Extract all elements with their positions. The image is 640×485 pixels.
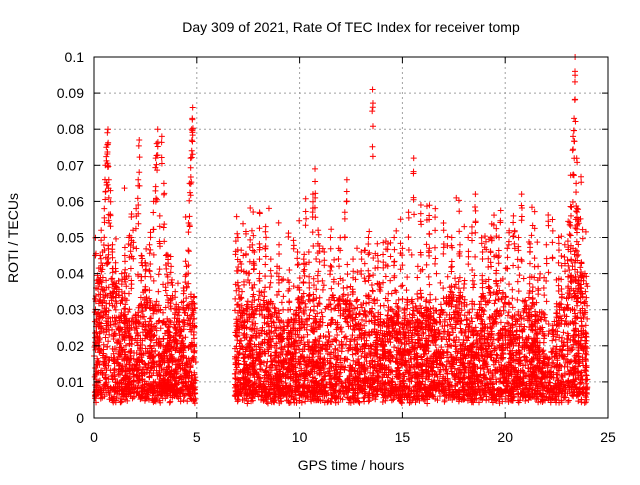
data-point: [368, 309, 374, 315]
data-point: [325, 329, 331, 335]
data-point: [543, 318, 549, 324]
data-point: [462, 278, 468, 284]
data-point: [393, 228, 399, 234]
data-point: [560, 353, 566, 359]
data-point: [307, 307, 313, 313]
data-point: [560, 329, 566, 335]
data-point: [328, 320, 334, 326]
data-point: [483, 397, 489, 403]
data-point: [583, 295, 589, 301]
data-point: [152, 325, 158, 331]
data-point: [521, 275, 527, 281]
data-point: [126, 306, 132, 312]
data-point: [452, 284, 458, 290]
points-layer: [91, 54, 590, 407]
data-point: [109, 249, 115, 255]
data-point: [262, 273, 268, 279]
data-point: [256, 296, 262, 302]
data-point: [262, 261, 268, 267]
data-point: [325, 322, 331, 328]
data-point: [175, 280, 181, 286]
data-point: [493, 297, 499, 303]
data-point: [337, 370, 343, 376]
data-point: [340, 277, 346, 283]
data-point: [151, 278, 157, 284]
data-point: [328, 286, 334, 292]
data-point: [470, 285, 476, 291]
data-point: [509, 287, 515, 293]
data-point: [549, 338, 555, 344]
data-point: [566, 267, 572, 273]
data-point: [345, 292, 351, 298]
data-point: [370, 288, 376, 294]
data-point: [584, 385, 590, 391]
data-point: [235, 301, 241, 307]
data-point: [167, 400, 173, 406]
data-point: [461, 224, 467, 230]
data-point: [404, 287, 410, 293]
data-point: [407, 311, 413, 317]
data-point: [121, 306, 127, 312]
data-point: [183, 295, 189, 301]
data-point: [372, 296, 378, 302]
data-point: [358, 353, 364, 359]
data-point: [327, 333, 333, 339]
data-point: [509, 295, 515, 301]
data-point: [534, 239, 540, 245]
data-point: [477, 301, 483, 307]
data-point: [438, 344, 444, 350]
data-point: [452, 275, 458, 281]
data-point: [339, 329, 345, 335]
data-point: [469, 230, 475, 236]
data-point: [369, 282, 375, 288]
data-point: [266, 205, 272, 211]
data-point: [234, 214, 240, 220]
data-point: [350, 352, 356, 358]
data-point: [555, 371, 561, 377]
data-point: [470, 278, 476, 284]
data-point: [317, 259, 323, 265]
data-point: [498, 319, 504, 325]
data-point: [396, 297, 402, 303]
data-point: [554, 343, 560, 349]
data-point: [234, 231, 240, 237]
data-point: [241, 282, 247, 288]
data-point: [267, 284, 273, 290]
data-point: [328, 226, 334, 232]
data-point: [362, 394, 368, 400]
data-point: [575, 398, 581, 404]
data-point: [572, 328, 578, 334]
data-point: [423, 298, 429, 304]
data-point: [329, 264, 335, 270]
data-point: [113, 307, 119, 313]
data-point: [469, 267, 475, 273]
data-point: [581, 300, 587, 306]
data-point: [514, 328, 520, 334]
data-point: [469, 237, 475, 243]
data-point: [276, 311, 282, 317]
data-point: [566, 397, 572, 403]
data-point: [579, 322, 585, 328]
data-point: [359, 317, 365, 323]
data-point: [319, 309, 325, 315]
data-point: [304, 322, 310, 328]
data-point: [391, 344, 397, 350]
data-point: [559, 295, 565, 301]
